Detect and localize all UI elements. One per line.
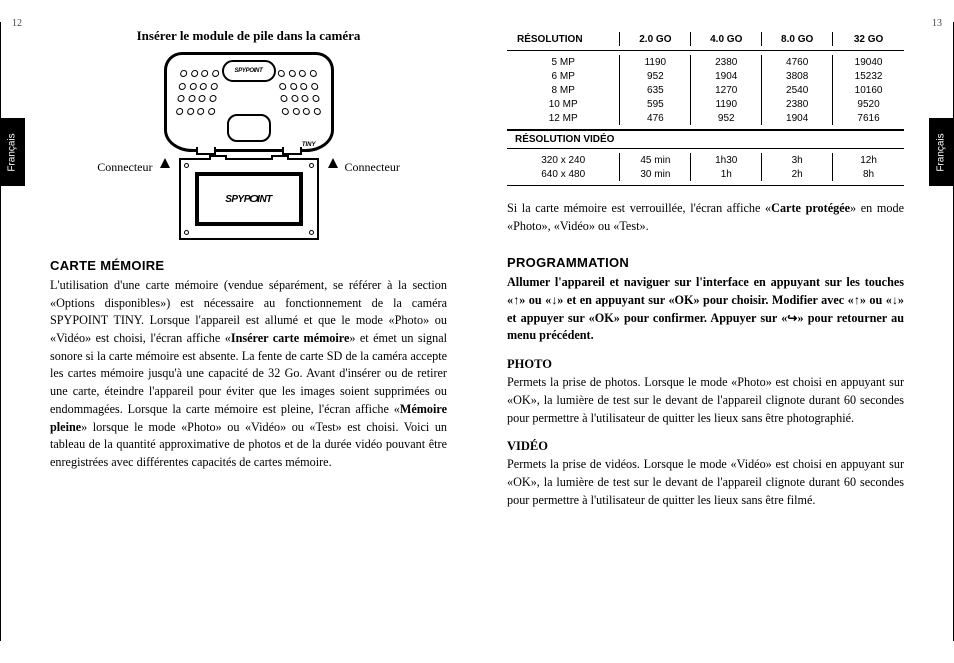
camera-tiny-label: TINY xyxy=(302,142,316,148)
arrow-up-icon xyxy=(160,158,170,168)
video-body: Permets la prise de vidéos. Lorsque le m… xyxy=(507,456,904,509)
carte-memoire-body: L'utilisation d'une carte mémoire (vendu… xyxy=(50,277,447,472)
connector-label-right: Connecteur xyxy=(345,160,400,175)
page-spread: 12 Français Insérer le module de pile da… xyxy=(0,0,954,663)
margin-line-left xyxy=(0,22,1,641)
locked-card-paragraph: Si la carte mémoire est verrouillée, l'é… xyxy=(507,200,904,235)
insert-module-title: Insérer le module de pile dans la caméra xyxy=(50,28,447,44)
camera-illustration: SPYPOINT TINY xyxy=(164,52,334,152)
language-tab-label: Français xyxy=(7,133,18,171)
arrow-up-icon xyxy=(328,158,338,168)
page-right: 13 Français RÉSOLUTION 2.0 GO 4.0 GO 8.0… xyxy=(477,0,954,663)
connector-label-left: Connecteur xyxy=(97,160,152,175)
camera-brand-label: SPYPOINT xyxy=(222,60,276,82)
page-left: 12 Français Insérer le module de pile da… xyxy=(0,0,477,663)
table-header-cell: 32 GO xyxy=(833,32,904,46)
video-subheading: VIDÉO xyxy=(507,439,904,454)
battery-brand-label: SPYPOINT xyxy=(225,194,272,205)
programmation-intro: Allumer l'appareil et naviguer sur l'int… xyxy=(507,274,904,345)
camera-diagram: SPYPOINT TINY Connecteur SPYPOINT xyxy=(50,52,447,240)
table-row: 8 MP6351270254010160 xyxy=(507,83,904,97)
table-row: 6 MP9521904380815232 xyxy=(507,69,904,83)
table-row: 640 x 48030 min1h2h8h xyxy=(507,167,904,181)
page-number-left: 12 xyxy=(12,18,22,29)
table-header-cell: 2.0 GO xyxy=(620,32,691,46)
table-photo-body: 5 MP11902380476019040 6 MP95219043808152… xyxy=(507,51,904,130)
language-tab-left: Français xyxy=(0,118,25,186)
carte-memoire-heading: CARTE MÉMOIRE xyxy=(50,258,447,273)
language-tab-right: Français xyxy=(929,118,954,186)
table-video-heading: RÉSOLUTION VIDÉO xyxy=(507,130,904,149)
capacity-table: RÉSOLUTION 2.0 GO 4.0 GO 8.0 GO 32 GO 5 … xyxy=(507,28,904,186)
page-number-right: 13 xyxy=(932,18,942,29)
photo-subheading: PHOTO xyxy=(507,357,904,372)
table-header-cell: 8.0 GO xyxy=(762,32,833,46)
table-header-row: RÉSOLUTION 2.0 GO 4.0 GO 8.0 GO 32 GO xyxy=(507,28,904,51)
connector-row: Connecteur SPYPOINT Connecteur xyxy=(50,158,447,240)
table-header-cell: 4.0 GO xyxy=(691,32,762,46)
table-row: 5 MP11902380476019040 xyxy=(507,55,904,69)
table-row: 12 MP47695219047616 xyxy=(507,111,904,125)
battery-module-illustration: SPYPOINT xyxy=(179,158,319,240)
table-video-body: 320 x 24045 min1h303h12h 640 x 48030 min… xyxy=(507,149,904,186)
table-header-cell: RÉSOLUTION xyxy=(507,32,620,46)
table-row: 320 x 24045 min1h303h12h xyxy=(507,153,904,167)
language-tab-label: Français xyxy=(936,133,947,171)
photo-body: Permets la prise de photos. Lorsque le m… xyxy=(507,374,904,427)
table-row: 10 MP595119023809520 xyxy=(507,97,904,111)
programmation-heading: PROGRAMMATION xyxy=(507,255,904,270)
